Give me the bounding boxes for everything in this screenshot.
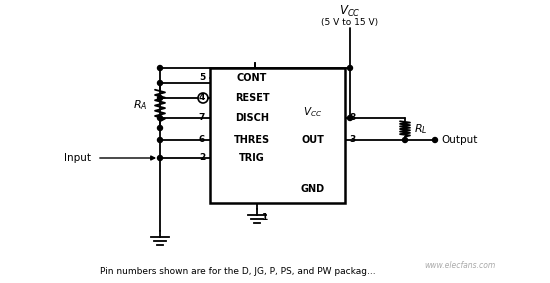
Text: GND: GND [301, 184, 325, 194]
Bar [210, 68, 345, 203]
Text: Pin numbers shown are for the D, JG, P, PS, and PW packag...: Pin numbers shown are for the D, JG, P, … [100, 267, 376, 275]
Text: CONT: CONT [237, 73, 267, 83]
Text: Input: Input [64, 153, 91, 163]
Text: OUT: OUT [301, 135, 324, 145]
Text: 7: 7 [199, 113, 205, 123]
Text: THRES: THRES [234, 135, 270, 145]
Text: 5: 5 [199, 74, 205, 83]
Text: 2: 2 [199, 153, 205, 162]
Text: 3: 3 [349, 136, 355, 145]
Text: $R_A$: $R_A$ [133, 98, 147, 112]
Text: Output: Output [441, 135, 477, 145]
Text: 1: 1 [261, 213, 267, 222]
Text: www.elecfans.com: www.elecfans.com [425, 260, 496, 269]
Text: $V_{CC}$: $V_{CC}$ [339, 3, 361, 19]
Circle shape [157, 125, 162, 130]
Text: TRIG: TRIG [239, 153, 265, 163]
Text: $V_{CC}$: $V_{CC}$ [304, 105, 323, 119]
Circle shape [157, 65, 162, 70]
Circle shape [432, 138, 437, 143]
Text: (5 V to 15 V): (5 V to 15 V) [321, 18, 378, 27]
Circle shape [157, 80, 162, 85]
Text: 4: 4 [199, 93, 205, 102]
Text: RESET: RESET [235, 93, 270, 103]
Circle shape [157, 115, 162, 121]
Text: 8: 8 [349, 113, 355, 123]
Text: $R_L$: $R_L$ [414, 122, 427, 136]
Circle shape [157, 138, 162, 143]
Text: DISCH: DISCH [235, 113, 269, 123]
Text: 6: 6 [199, 136, 205, 145]
Circle shape [157, 155, 162, 160]
Circle shape [157, 95, 162, 100]
Circle shape [348, 65, 353, 70]
Circle shape [348, 115, 353, 121]
Circle shape [403, 138, 408, 143]
